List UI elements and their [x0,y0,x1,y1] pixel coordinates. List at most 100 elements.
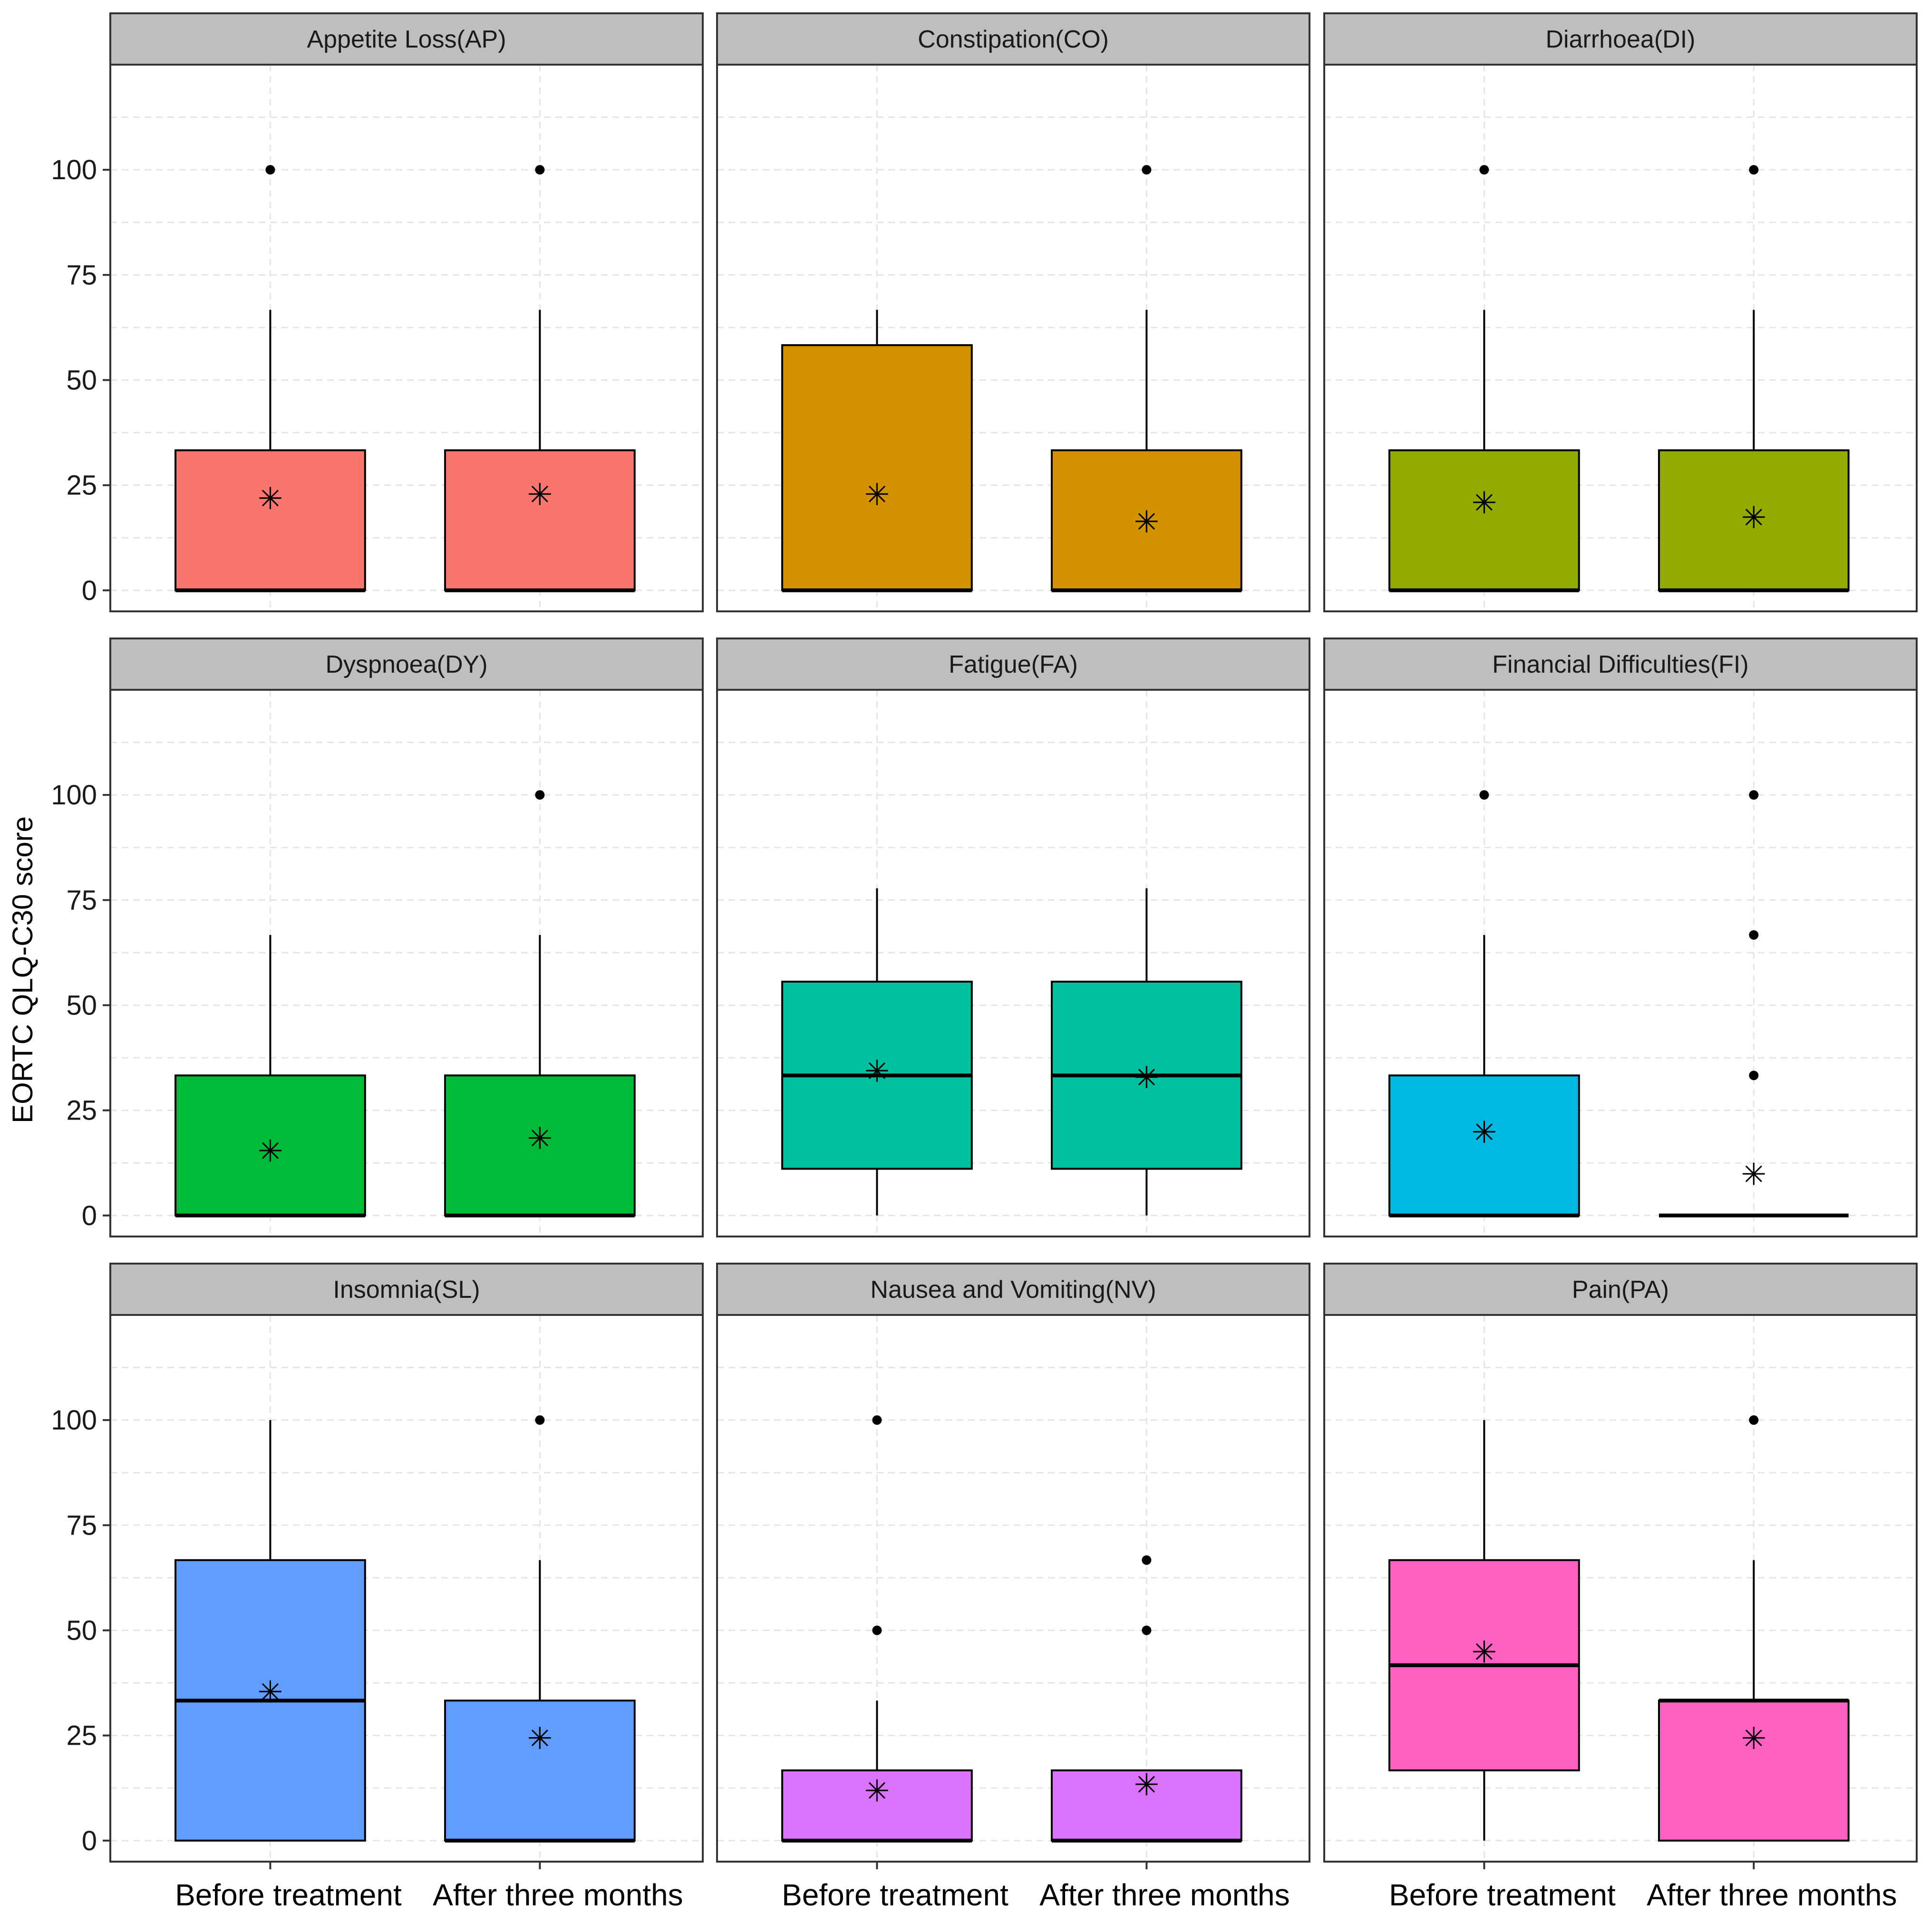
mean-marker: ✳ [1741,1157,1767,1192]
box-after-three-months: ✳ [1658,165,1850,592]
box-iqr [1388,1074,1580,1217]
mean-marker: ✳ [1134,1061,1160,1096]
panel-border [716,64,1310,612]
mean-marker: ✳ [1472,1115,1497,1150]
facet-title: Nausea and Vomiting(NV) [870,1276,1156,1304]
mean-marker: ✳ [258,1675,283,1710]
facet-title: Fatigue(FA) [949,651,1078,678]
outlier-point [1142,1625,1152,1635]
box-iqr [1658,449,1850,591]
outlier-point [872,1625,882,1635]
facet-strip [109,1263,704,1316]
box-after-three-months: ✳ [1658,1415,1850,1842]
facet-strip [109,638,704,691]
mean-marker: ✳ [1134,505,1160,540]
facet-title: Financial Difficulties(FI) [1492,651,1748,678]
mean-marker: ✳ [1472,486,1497,521]
y-tick-label: 75 [66,260,97,290]
panel-border [109,64,704,612]
outlier-point [1142,165,1152,175]
box-iqr [1388,449,1580,591]
outlier-point [1749,1071,1759,1081]
facet-title: Insomnia(SL) [333,1276,480,1304]
panel-border [716,1314,1310,1863]
box-iqr [1050,1769,1242,1842]
box-after-three-months: ✳ [1658,790,1849,1217]
y-tick-label: 100 [51,155,97,185]
panel-dyspnoea-dy: Dyspnoea(DY) ✳ ✳ [109,638,704,1237]
facet-panels: Appetite Loss(AP)✳ ✳Constipation(CO)✳✳Dia… [109,12,1918,1863]
box-before-treatment: ✳ [175,1420,366,1842]
box-iqr [1050,449,1242,591]
mean-marker: ✳ [1472,1635,1497,1671]
y-tick-label: 50 [66,1615,97,1646]
box-before-treatment: ✳ [781,309,973,592]
box-before-treatment: ✳ [1388,790,1580,1217]
facet-title: Diarrhoea(DI) [1546,26,1696,53]
panel-insomnia-sl: Insomnia(SL) ✳ ✳ [109,1263,704,1863]
outlier-point [1479,790,1489,800]
outlier-point [265,165,275,175]
outlier-point [535,165,545,175]
panel-financial-difficulties-fi: Financial Difficulties(FI) ✳ ✳ [1323,638,1918,1237]
y-tick-label: 75 [66,885,97,916]
mean-marker: ✳ [864,1774,890,1809]
box-before-treatment: ✳ [175,935,366,1217]
x-tick-label: Before treatment [175,1878,402,1912]
outlier-point [872,1415,882,1425]
mean-marker: ✳ [258,1134,283,1169]
mean-marker: ✳ [864,1054,890,1090]
y-axis: 0 25 50 75 100 0 25 50 75 100 0 25 50 75 100 [51,155,110,1856]
y-tick-label: 75 [66,1510,97,1541]
box-iqr [444,1700,636,1842]
box-iqr [781,344,973,591]
mean-marker: ✳ [527,1721,553,1757]
facet-title: Dyspnoea(DY) [325,651,487,678]
mean-marker: ✳ [527,1121,553,1157]
box-before-treatment: ✳ [781,888,973,1216]
outlier-point [535,790,545,800]
outlier-point [535,1415,545,1425]
y-tick-label: 100 [51,780,97,811]
box-after-three-months: ✳ [444,1415,636,1843]
facet-title: Pain(PA) [1572,1276,1669,1304]
panel-appetite-loss-ap: Appetite Loss(AP) ✳ ✳ [109,12,704,612]
mean-marker: ✳ [864,477,890,512]
outlier-point [1749,930,1759,940]
panel-constipation-co: Constipation(CO) ✳ ✳ [716,12,1310,612]
y-tick-label: 50 [66,990,97,1021]
panel-diarrhoea-di: Diarrhoea(DI) ✳ ✳ [1323,12,1918,612]
facet-strip [1323,1263,1918,1316]
panel-border [1323,689,1918,1237]
outlier-point [1142,1555,1152,1565]
x-tick-label: After three months [1647,1878,1897,1912]
outlier-point [1749,1415,1759,1425]
panel-border [716,689,1310,1237]
y-tick-label: 50 [66,365,97,396]
box-after-three-months: ✳ [444,165,636,592]
x-tick-label: Before treatment [782,1878,1009,1912]
x-axis: Before treatment After three months Before… [175,1862,1897,1912]
panel-fatigue-fa: Fatigue(FA) ✳ ✳ [716,638,1310,1237]
outlier-point [1749,165,1759,175]
box-before-treatment: ✳ [175,165,366,592]
facet-title: Appetite Loss(AP) [307,26,506,53]
y-tick-label: 0 [82,1826,97,1856]
mean-marker: ✳ [1134,1768,1160,1803]
outlier-point [1749,790,1759,800]
box-iqr [781,1769,973,1842]
mean-marker: ✳ [527,477,553,512]
panel-border [109,689,704,1237]
box-after-three-months: ✳ [444,790,636,1217]
x-tick-label: After three months [433,1878,683,1912]
x-tick-label: After three months [1039,1878,1290,1912]
facet-strip [716,12,1310,66]
mean-marker: ✳ [1741,1721,1767,1757]
box-before-treatment: ✳ [781,1415,973,1843]
box-after-three-months: ✳ [1050,888,1242,1216]
box-iqr [444,449,636,591]
panel-nausea-and-vomiting-nv: Nausea and Vomiting(NV) ✳ ✳ [716,1263,1310,1863]
y-axis-label: EORTC QLQ-C30 score [7,816,39,1123]
panel-border [1323,64,1918,612]
